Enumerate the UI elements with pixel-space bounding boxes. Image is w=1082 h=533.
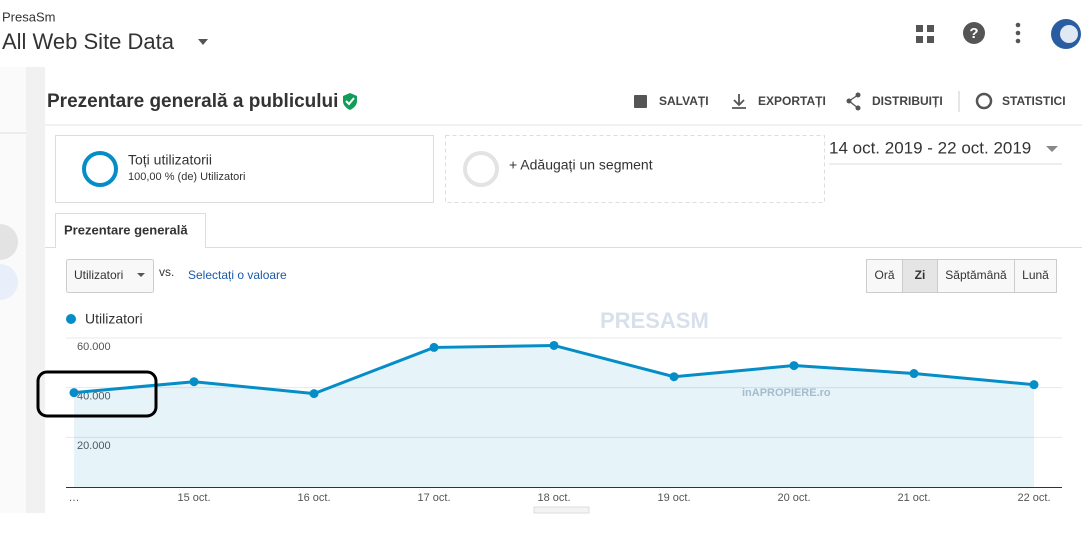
tab-label: Prezentare generală bbox=[64, 222, 188, 237]
annotation-outline bbox=[36, 370, 158, 418]
x-tick-label: … bbox=[69, 492, 80, 504]
metric-arrow bbox=[137, 273, 145, 277]
add-segment: + Adăugați un segment bbox=[509, 157, 653, 173]
point[interactable] bbox=[189, 377, 199, 387]
legend-label: Utilizatori bbox=[85, 311, 143, 327]
vs-label: vs. bbox=[159, 265, 174, 279]
property-name[interactable]: All Web Site Data bbox=[2, 29, 175, 54]
point[interactable] bbox=[1029, 380, 1039, 390]
compare-link[interactable]: Selectați o valoare bbox=[188, 268, 287, 282]
empty-ring bbox=[463, 151, 499, 187]
help-glyph: ? bbox=[969, 25, 978, 42]
chart-resize-handle[interactable] bbox=[533, 506, 590, 514]
y-tick-label: 40.000 bbox=[77, 391, 111, 403]
side-icon bbox=[0, 264, 18, 300]
interval-button[interactable] bbox=[1014, 259, 1057, 293]
point[interactable] bbox=[669, 372, 679, 382]
bottom-blank bbox=[0, 513, 1082, 533]
export-icon[interactable] bbox=[732, 94, 746, 109]
metric-label: Utilizatori bbox=[74, 268, 123, 282]
x-tick-label: 17 oct. bbox=[417, 492, 450, 504]
x-tick-label: 21 oct. bbox=[897, 492, 930, 504]
segment-detail: 100,00 % (de) Utilizatori bbox=[128, 171, 245, 183]
point[interactable] bbox=[549, 340, 559, 350]
point[interactable] bbox=[69, 388, 79, 398]
interval-label: Zi bbox=[915, 268, 926, 282]
toolbar-action[interactable]: STATISTICI bbox=[1002, 94, 1066, 108]
report-title: Prezentare generală a publicului bbox=[47, 91, 338, 112]
interval-label: Lună bbox=[1022, 268, 1049, 282]
interval-button[interactable] bbox=[937, 259, 1015, 293]
legend-swatch bbox=[66, 314, 76, 324]
toolbar-action[interactable]: SALVAȚI bbox=[659, 94, 709, 108]
point[interactable] bbox=[429, 342, 439, 352]
interval-buttons: Oră Zi Săptămână Lună bbox=[866, 259, 1057, 293]
watermark: PRESASM bbox=[600, 308, 709, 333]
y-tick-label: 60.000 bbox=[77, 341, 111, 353]
date-range[interactable]: 14 oct. 2019 - 22 oct. 2019 bbox=[829, 138, 1031, 157]
menu-icon[interactable] bbox=[1015, 22, 1021, 44]
point[interactable] bbox=[789, 361, 799, 371]
save-icon[interactable] bbox=[634, 95, 647, 108]
side-icon bbox=[0, 224, 18, 260]
x-tick-label: 16 oct. bbox=[297, 492, 330, 504]
interval-button[interactable] bbox=[902, 259, 938, 293]
help-icon[interactable] bbox=[963, 22, 985, 44]
chart: Utilizatori PRESASM inAPROPIERE.ro 20.000 4… bbox=[66, 308, 1062, 504]
area bbox=[74, 345, 1034, 487]
interval-label: Oră bbox=[874, 268, 894, 282]
interval-label: Săptămână bbox=[945, 268, 1007, 282]
avatar-inner bbox=[1060, 25, 1078, 43]
verified-check bbox=[345, 97, 355, 106]
account-name: PresaSm bbox=[2, 9, 55, 24]
segment-ring bbox=[82, 151, 118, 187]
point[interactable] bbox=[309, 389, 319, 399]
segment-name: Toți utilizatorii bbox=[128, 152, 212, 168]
apps-icon[interactable] bbox=[916, 25, 934, 43]
x-tick-label: 19 oct. bbox=[657, 492, 690, 504]
add-segment-card[interactable] bbox=[445, 135, 825, 203]
insights-icon[interactable] bbox=[975, 92, 993, 110]
toolbar-action[interactable]: DISTRIBUIȚI bbox=[872, 94, 943, 108]
x-tick-label: 22 oct. bbox=[1017, 492, 1050, 504]
toolbar-action[interactable]: EXPORTAȚI bbox=[758, 94, 826, 108]
x-tick-label: 15 oct. bbox=[177, 492, 210, 504]
share-lines bbox=[847, 94, 859, 109]
metric-select[interactable] bbox=[66, 259, 154, 293]
x-tick-label: 20 oct. bbox=[777, 492, 810, 504]
date-arrow[interactable] bbox=[1046, 146, 1058, 152]
watermark: inAPROPIERE.ro bbox=[742, 387, 831, 399]
y-tick-label: 20.000 bbox=[77, 440, 111, 452]
segment-card[interactable] bbox=[55, 135, 434, 203]
dropdown-arrow[interactable] bbox=[198, 39, 208, 45]
x-tick-label: 18 oct. bbox=[537, 492, 570, 504]
point[interactable] bbox=[909, 369, 919, 379]
